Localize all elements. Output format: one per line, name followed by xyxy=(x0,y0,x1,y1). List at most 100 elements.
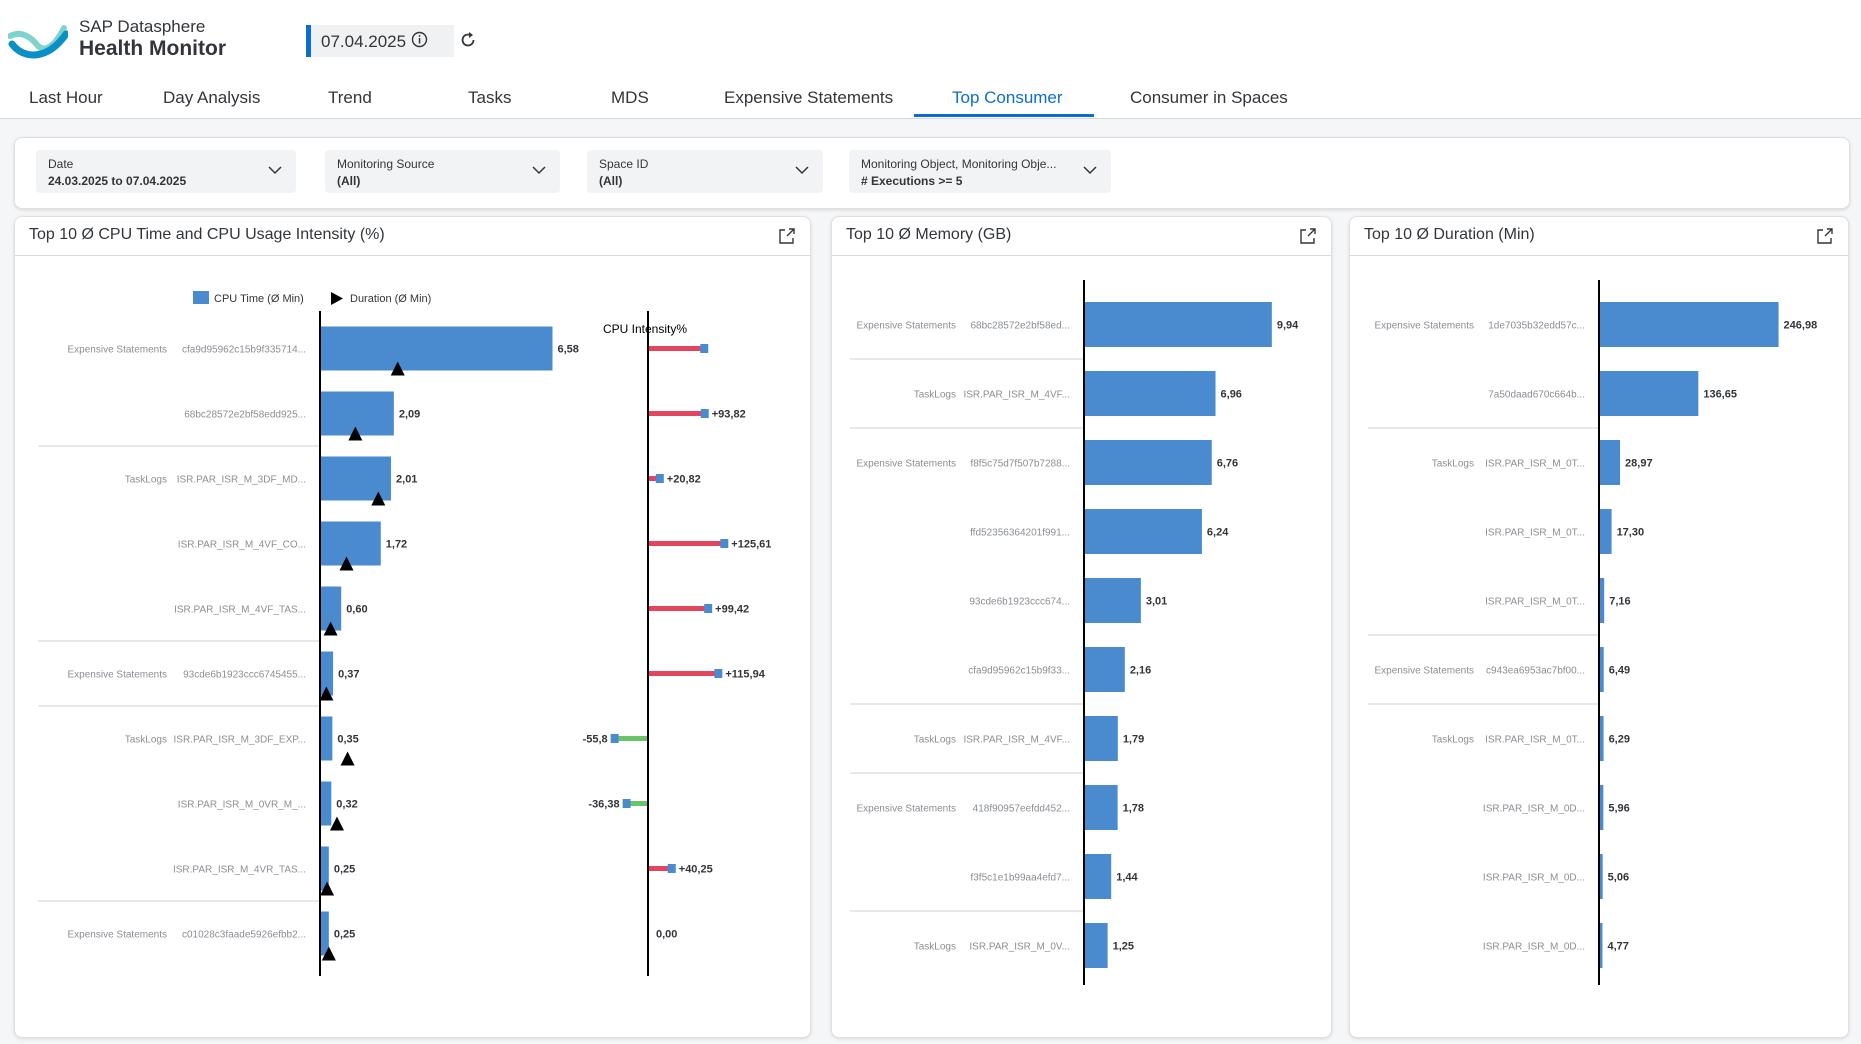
bar xyxy=(1084,578,1141,623)
cpu-bar-value: 0,35 xyxy=(337,734,358,746)
bar xyxy=(1084,440,1212,485)
cpu-bar-value: 0,32 xyxy=(336,799,357,811)
card-title: Top 10 Ø CPU Time and CPU Usage Intensit… xyxy=(29,226,385,243)
bar-value: 5,06 xyxy=(1608,872,1629,884)
tab-day-analysis[interactable]: Day Analysis xyxy=(163,88,261,107)
chevron-down-icon xyxy=(268,166,282,175)
row-id-label: 93cde6b1923ccc6745455... xyxy=(183,670,306,681)
card-title: Top 10 Ø Memory (GB) xyxy=(846,226,1012,243)
export-icon[interactable] xyxy=(1816,227,1834,245)
duration-marker xyxy=(390,361,405,376)
row-id-label: ISR.PAR_ISR_M_0T... xyxy=(1485,528,1585,539)
cpu-bar xyxy=(320,781,332,826)
cpu-bar-value: 0,60 xyxy=(346,604,367,616)
cpu-chart: CPU Time (Ø Min) Duration (Ø Min) CPU Inte… xyxy=(38,291,771,976)
cpu-bar xyxy=(320,586,342,631)
info-icon[interactable] xyxy=(411,31,428,48)
row-id-label: ISR.PAR_ISR_M_4VF_TAS... xyxy=(174,605,306,616)
cpu-bar-value: 1,72 xyxy=(386,539,407,551)
row-id-label: 418f90957eefdd452... xyxy=(973,804,1070,815)
row-id-label: c943ea6953ac7bf00... xyxy=(1486,666,1585,677)
bar xyxy=(1084,371,1216,416)
card-title: Top 10 Ø Duration (Min) xyxy=(1364,226,1535,243)
row-id-label: c01028c3faade5926efbb2... xyxy=(182,930,306,941)
bar-value: 6,29 xyxy=(1609,734,1630,746)
bar-value: 6,96 xyxy=(1221,389,1242,401)
card-header: Top 10 Ø Memory (GB) xyxy=(832,217,1331,256)
row-id-label: ISR.PAR_ISR_M_0D... xyxy=(1483,804,1585,815)
cpu-bar-value: 0,25 xyxy=(334,864,355,876)
tab-consumer-in-spaces[interactable]: Consumer in Spaces xyxy=(1130,88,1288,107)
bar-value: 9,94 xyxy=(1277,320,1299,332)
bar xyxy=(1599,854,1603,899)
legend-cpu-time-label: CPU Time (Ø Min) xyxy=(214,293,304,305)
filter-monitoring-source[interactable]: Monitoring Source (All) xyxy=(325,150,560,193)
row-id-label: f8f5c75d7f507b7288... xyxy=(970,459,1070,470)
row-id-label: cfa9d95962c15b9f33... xyxy=(968,666,1070,677)
cpu-bar xyxy=(320,456,392,501)
tab-mds[interactable]: MDS xyxy=(611,88,649,107)
tab-trend[interactable]: Trend xyxy=(328,88,372,107)
tab-last-hour[interactable]: Last Hour xyxy=(29,88,103,107)
intensity-value: +115,94 xyxy=(725,669,765,681)
cpu-bar xyxy=(320,391,394,436)
row-id-label: ISR.PAR_ISR_M_3DF_MD... xyxy=(177,475,306,486)
filter-monitoring-source-label: Monitoring Source xyxy=(337,157,435,171)
bar-value: 5,96 xyxy=(1608,803,1629,815)
row-group-label: Expensive Statements xyxy=(1375,321,1475,332)
bar-value: 17,30 xyxy=(1617,527,1645,539)
sap-datasphere-logo-icon xyxy=(8,25,68,59)
date-value: 07.04.2025 xyxy=(321,32,407,51)
row-group-label: TaskLogs xyxy=(1432,735,1474,746)
bar xyxy=(1084,785,1118,830)
row-group-label: TaskLogs xyxy=(914,390,956,401)
bar xyxy=(1599,578,1605,623)
intensity-value: +93,82 xyxy=(712,409,746,421)
row-id-label: ISR.PAR_ISR_M_0VR_M_... xyxy=(178,800,306,811)
tab-expensive-statements[interactable]: Expensive Statements xyxy=(724,88,894,107)
filter-date-value: 24.03.2025 to 07.04.2025 xyxy=(48,174,187,188)
app-title: Health Monitor xyxy=(79,37,226,60)
bar-value: 1,78 xyxy=(1123,803,1144,815)
filter-space-id-value: (All) xyxy=(599,174,623,188)
row-group-label: TaskLogs xyxy=(125,735,167,746)
intensity-value: +40,25 xyxy=(679,864,713,876)
cpu-bar-value: 6,58 xyxy=(557,344,578,356)
tab-top-consumer[interactable]: Top Consumer xyxy=(952,88,1063,107)
bar xyxy=(1599,509,1612,554)
export-icon[interactable] xyxy=(778,227,796,245)
cpu-bar-value: 0,37 xyxy=(338,669,359,681)
duration-chart: 1de7035b32edd57c... Expensive Statements 2… xyxy=(1368,280,1817,985)
export-icon[interactable] xyxy=(1299,227,1317,245)
cpu-bar-value: 2,09 xyxy=(399,409,420,421)
intensity-end-marker xyxy=(714,669,723,678)
intensity-value: -55,8 xyxy=(583,734,608,746)
filter-monitoring-source-value: (All) xyxy=(337,174,361,188)
filter-date[interactable]: Date 24.03.2025 to 07.04.2025 xyxy=(36,150,296,193)
refresh-icon[interactable] xyxy=(458,30,478,50)
card-header: Top 10 Ø CPU Time and CPU Usage Intensit… xyxy=(15,217,810,256)
tab-tasks[interactable]: Tasks xyxy=(468,88,512,107)
filter-space-id-label: Space ID xyxy=(599,157,649,171)
bar-value: 28,97 xyxy=(1625,458,1653,470)
row-id-label: 7a50daad670c664b... xyxy=(1488,390,1585,401)
bar-value: 3,01 xyxy=(1146,596,1167,608)
tab-bar: Last Hour Day Analysis Trend Tasks MDS E… xyxy=(0,84,1861,118)
card-cpu-time: Top 10 Ø CPU Time and CPU Usage Intensit… xyxy=(14,216,811,1038)
cpu-bar-value: 0,25 xyxy=(334,929,355,941)
bar-value: 4,77 xyxy=(1607,941,1628,953)
intensity-end-marker xyxy=(704,604,713,613)
bar xyxy=(1084,716,1118,761)
duration-marker xyxy=(339,556,354,571)
row-id-label: ISR.PAR_ISR_M_4VF... xyxy=(963,390,1070,401)
row-id-label: ISR.PAR_ISR_M_0T... xyxy=(1485,735,1585,746)
row-id-label: ISR.PAR_ISR_M_4VF_CO... xyxy=(178,540,306,551)
filter-space-id[interactable]: Space ID (All) xyxy=(587,150,823,193)
row-id-label: 1de7035b32edd57c... xyxy=(1488,321,1585,332)
bar-value: 1,79 xyxy=(1123,734,1144,746)
date-picker[interactable]: 07.04.2025 xyxy=(306,25,454,57)
intensity-value: +99,42 xyxy=(715,604,749,616)
row-id-label: ISR.PAR_ISR_M_0D... xyxy=(1483,873,1585,884)
filter-monitoring-object[interactable]: Monitoring Object, Monitoring Obje... # … xyxy=(849,150,1111,193)
intensity-value: +20,82 xyxy=(667,474,701,486)
